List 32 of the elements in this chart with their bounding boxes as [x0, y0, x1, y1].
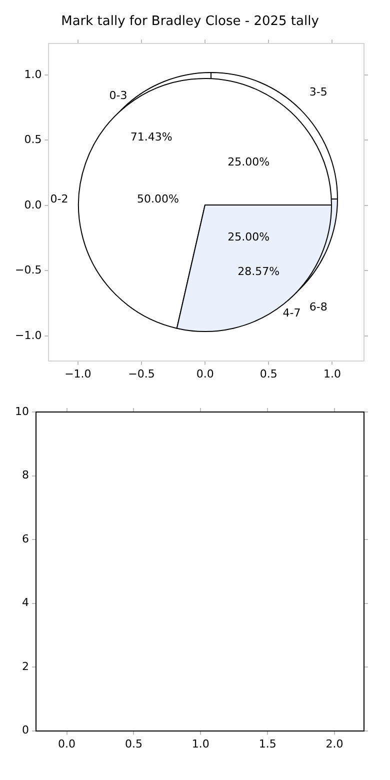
x-tick-label: 1.0 — [323, 367, 341, 380]
y-tick-label: 10 — [14, 404, 29, 418]
data-label: 25.00% — [228, 155, 270, 168]
y-tick-label: 0 — [22, 724, 29, 737]
y-tick-label: −1.0 — [14, 328, 42, 342]
data-label: 25.00% — [228, 230, 270, 244]
y-tick-label: 0.0 — [24, 198, 42, 212]
slice-label: 4-7 — [282, 307, 301, 320]
x-tick-label: 1.5 — [258, 737, 276, 750]
y-tick-label: 4 — [22, 596, 29, 610]
y-tick-label: 1.0 — [24, 68, 42, 81]
x-tick-label: 0.5 — [260, 367, 278, 380]
slice-label: 3-5 — [309, 86, 328, 99]
x-tick-label: 0.0 — [58, 737, 76, 750]
slice-label: 0-3 — [109, 90, 128, 103]
data-label: 50.00% — [136, 192, 179, 206]
x-tick-label: −0.5 — [128, 367, 155, 380]
x-tick-label: −1.0 — [64, 367, 92, 380]
x-tick-label: 1.0 — [192, 737, 210, 750]
slice-label: 6-8 — [309, 300, 328, 314]
x-tick-label: 0.5 — [124, 737, 142, 750]
data-label: 71.43% — [130, 131, 172, 144]
y-tick-label: −0.5 — [14, 264, 42, 277]
y-tick-label: 8 — [22, 468, 29, 482]
x-tick-label: 2.0 — [326, 737, 344, 750]
y-tick-label: 6 — [22, 532, 29, 546]
x-tick-label: 0.0 — [196, 367, 214, 380]
chart-title: Mark tally for Bradley Close - 2025 tally — [61, 14, 320, 30]
y-tick-label: 0.5 — [24, 133, 42, 146]
y-tick-label: 2 — [22, 660, 29, 673]
slice-label: 0-2 — [50, 192, 68, 206]
data-label: 28.57% — [238, 266, 280, 279]
